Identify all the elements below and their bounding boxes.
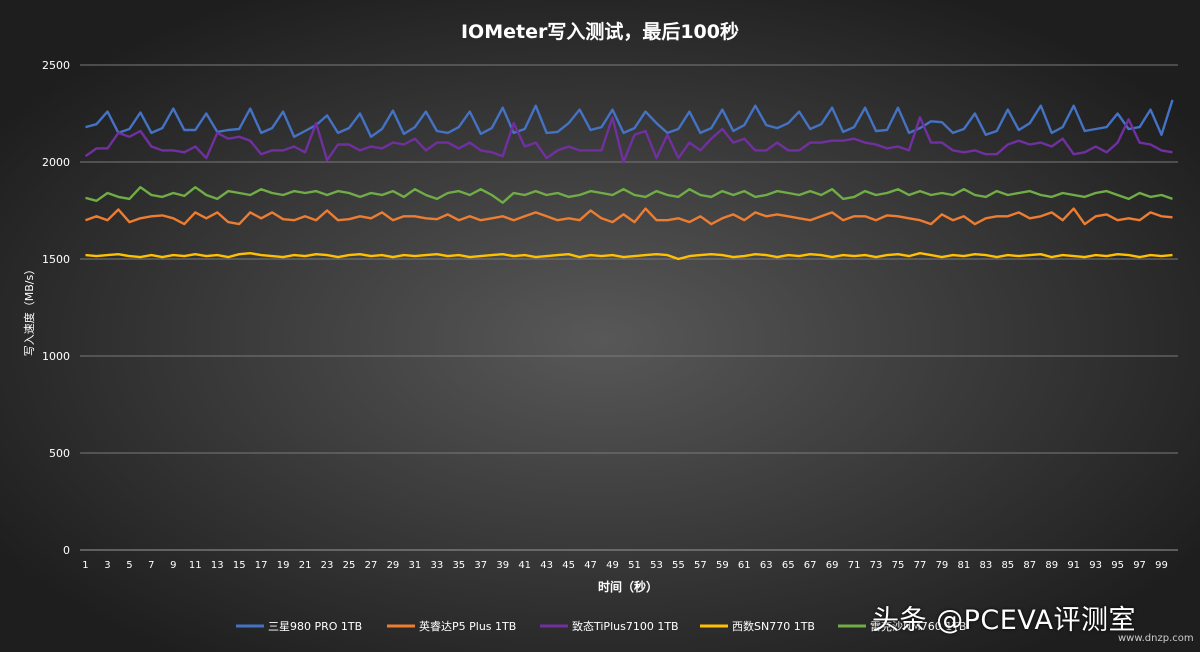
x-tick-label: 81 — [958, 560, 971, 571]
x-tick-label: 47 — [584, 560, 597, 571]
x-tick-label: 91 — [1067, 560, 1080, 571]
y-tick-label: 2000 — [42, 156, 70, 169]
x-tick-label: 31 — [409, 560, 422, 571]
x-tick-label: 65 — [782, 560, 795, 571]
x-tick-label: 57 — [694, 560, 707, 571]
site-mark: www.dnzp.com — [1118, 633, 1194, 644]
x-tick-label: 69 — [826, 560, 839, 571]
y-tick-label: 500 — [49, 447, 70, 460]
x-tick-label: 39 — [496, 560, 509, 571]
x-tick-label: 67 — [804, 560, 817, 571]
x-tick-label: 29 — [387, 560, 400, 571]
x-tick-label: 49 — [606, 560, 619, 571]
x-tick-label: 11 — [189, 560, 202, 571]
x-tick-label: 25 — [343, 560, 356, 571]
x-tick-label: 61 — [738, 560, 751, 571]
y-tick-label: 1000 — [42, 350, 70, 363]
x-tick-label: 9 — [170, 560, 176, 571]
x-tick-label: 23 — [321, 560, 334, 571]
series-line-5 — [85, 185, 1173, 204]
x-tick-label: 17 — [255, 560, 268, 571]
x-tick-label: 85 — [1001, 560, 1014, 571]
x-tick-label: 7 — [148, 560, 154, 571]
x-tick-label: 21 — [299, 560, 312, 571]
series-line-4 — [85, 251, 1173, 261]
x-tick-label: 45 — [562, 560, 575, 571]
legend-label: 三星980 PRO 1TB — [268, 620, 362, 633]
series-line-3 — [84, 116, 1173, 164]
x-tick-label: 79 — [936, 560, 949, 571]
x-tick-label: 27 — [365, 560, 378, 571]
series-line-1 — [85, 99, 1174, 139]
x-tick-label: 73 — [870, 560, 883, 571]
series-group — [84, 99, 1174, 261]
legend-label: 西数SN770 1TB — [732, 620, 815, 633]
y-tick-label: 1500 — [42, 253, 70, 266]
x-tick-label: 1 — [82, 560, 88, 571]
legend-label: 致态TiPlus7100 1TB — [572, 619, 679, 633]
x-tick-label: 63 — [760, 560, 773, 571]
y-tick-label: 0 — [63, 544, 70, 557]
x-tick-label: 33 — [430, 560, 443, 571]
x-tick-label: 55 — [672, 560, 685, 571]
legend-label: 英睿达P5 Plus 1TB — [419, 619, 516, 633]
x-tick-label: 51 — [628, 560, 641, 571]
x-tick-label: 99 — [1155, 560, 1168, 571]
y-tick-label: 2500 — [42, 59, 70, 72]
x-tick-label: 35 — [452, 560, 465, 571]
x-tick-label: 15 — [233, 560, 246, 571]
x-tick-label: 97 — [1133, 560, 1146, 571]
x-tick-label: 3 — [104, 560, 110, 571]
x-axis-label: 时间（秒） — [598, 579, 658, 594]
y-axis-label: 写入速度（MB/s） — [22, 264, 36, 356]
x-tick-label: 13 — [211, 560, 224, 571]
x-tick-label: 71 — [848, 560, 861, 571]
x-tick-label: 53 — [650, 560, 663, 571]
x-tick-label: 75 — [892, 560, 905, 571]
x-tick-label: 43 — [540, 560, 553, 571]
x-tick-label: 77 — [914, 560, 927, 571]
x-tick-label: 87 — [1023, 560, 1036, 571]
x-tick-label: 93 — [1089, 560, 1102, 571]
watermark: 头条 @PCEVA评测室 — [872, 605, 1136, 636]
x-tick-label: 95 — [1111, 560, 1124, 571]
x-tick-label: 59 — [716, 560, 729, 571]
x-tick-label: 37 — [474, 560, 487, 571]
legend-label: 雷克沙NM760 1TB — [870, 620, 966, 633]
chart-title: IOMeter写入测试，最后100秒 — [461, 20, 739, 43]
x-tick-label: 41 — [518, 560, 531, 571]
series-line-2 — [85, 207, 1173, 226]
x-tick-label: 19 — [277, 560, 290, 571]
legend: 三星980 PRO 1TB 英睿达P5 Plus 1TB 致态TiPlus7100 … — [236, 619, 966, 633]
x-tick-label: 83 — [979, 560, 992, 571]
x-tick-label: 89 — [1045, 560, 1058, 571]
x-tick-label: 5 — [126, 560, 132, 571]
